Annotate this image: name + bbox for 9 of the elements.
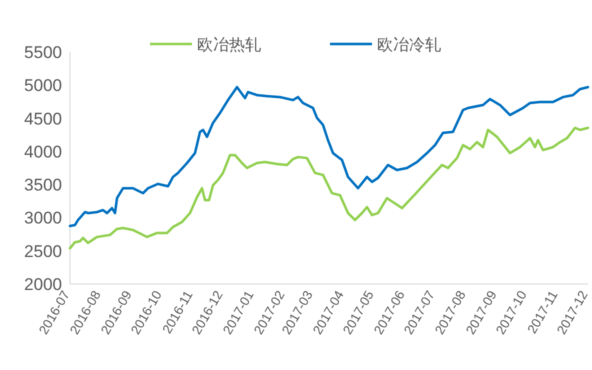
ytick: 4000 (24, 142, 62, 162)
legend-label: 欧冶冷轧 (377, 37, 441, 54)
ytick: 4500 (24, 109, 62, 128)
ytick: 5500 (24, 43, 62, 62)
ytick: 3500 (24, 176, 62, 195)
ytick: 5000 (24, 76, 62, 96)
ytick: 3000 (24, 208, 62, 228)
ytick: 2500 (24, 242, 62, 261)
legend-label: 欧冶热轧 (197, 37, 261, 54)
